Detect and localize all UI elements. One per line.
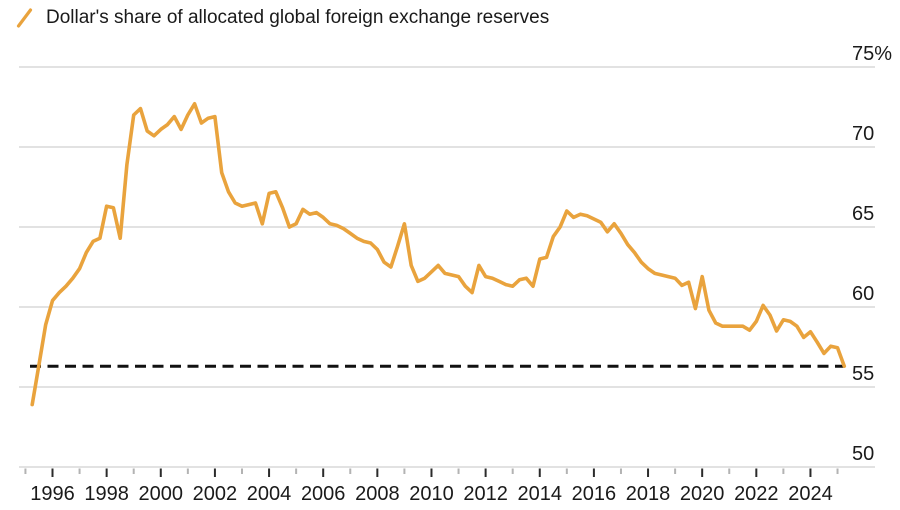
- x-axis-label: 2002: [193, 483, 238, 505]
- x-axis-label: 2024: [788, 483, 833, 505]
- x-axis-label: 2016: [572, 483, 617, 505]
- y-axis-label: 50: [852, 443, 874, 465]
- x-axis-label: 2000: [139, 483, 184, 505]
- x-axis-label: 2018: [626, 483, 671, 505]
- x-axis-label: 2008: [355, 483, 400, 505]
- series-line-usd-share: [30, 102, 847, 407]
- y-axis-label: 70: [852, 123, 874, 145]
- x-axis-label: 2012: [463, 483, 508, 505]
- x-axis-label: 1998: [84, 483, 129, 505]
- x-axis-label: 2004: [247, 483, 292, 505]
- x-axis-label: 2020: [680, 483, 725, 505]
- y-axis-label: 75%: [852, 43, 892, 65]
- x-axis-label: 2006: [301, 483, 346, 505]
- x-axis-label: 2014: [518, 483, 563, 505]
- y-axis-label: 60: [852, 283, 874, 305]
- legend-line-swatch-icon: [16, 8, 33, 28]
- x-axis-label: 2010: [409, 483, 454, 505]
- legend-label: Dollar's share of allocated global forei…: [46, 7, 550, 28]
- legend: Dollar's share of allocated global forei…: [16, 7, 549, 29]
- x-axis-label: 2022: [734, 483, 779, 505]
- y-axis-label: 55: [852, 363, 874, 385]
- y-axis-label: 65: [852, 203, 874, 225]
- x-axis-label: 1996: [30, 483, 75, 505]
